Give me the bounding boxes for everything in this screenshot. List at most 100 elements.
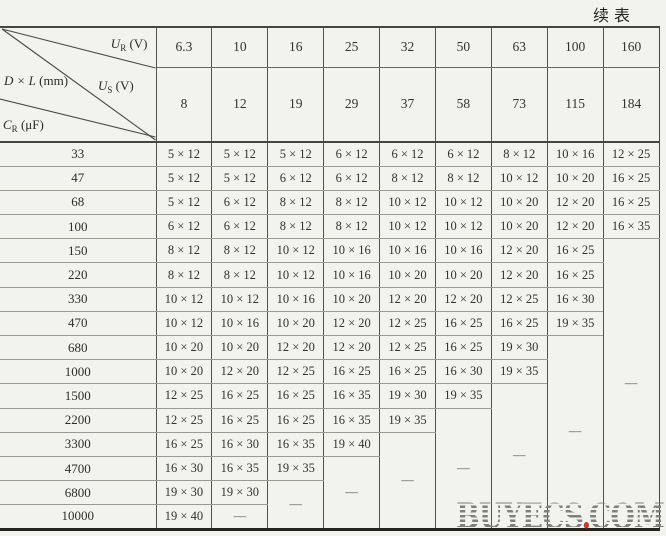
capacitance-row-label: 470: [0, 311, 156, 337]
size-cell: 16 × 25: [602, 166, 660, 191]
size-cell: 16 × 25: [267, 408, 324, 433]
size-cell: 16 × 25: [546, 238, 604, 264]
size-cell: 12 × 20: [490, 262, 548, 288]
capacitance-row-label: 10000: [0, 504, 156, 530]
size-cell: 8 × 12: [267, 214, 324, 240]
no-value-cell: —: [434, 408, 492, 530]
dimensions-symbol: D × L (mm): [4, 73, 69, 88]
surge-voltage-symbol: US (V): [98, 78, 134, 95]
no-value-cell: —: [490, 383, 548, 530]
size-cell: 6 × 12: [323, 142, 380, 167]
surge-voltage-cell: 37: [379, 67, 436, 143]
capacitance-row-label: 47: [0, 166, 156, 191]
capacitance-row-label: 2200: [0, 408, 156, 433]
diagonal-header-cell: UR (V) D × L (mm) US (V) CR (μF): [0, 27, 157, 143]
size-cell: 5 × 12: [155, 190, 212, 216]
size-cell: 8 × 12: [155, 262, 212, 288]
capacitance-row-label: 1500: [0, 383, 156, 409]
size-cell: 8 × 12: [323, 190, 380, 216]
table-row: 3300 16 × 25 16 × 30 16 × 35 19 × 40—: [0, 432, 659, 530]
size-cell: 10 × 12: [434, 190, 492, 216]
size-cell: 6 × 12: [155, 214, 212, 240]
size-cell: 19 × 35: [267, 456, 324, 482]
size-cell: 10 × 16: [323, 238, 380, 264]
capacitance-row-label: 330: [0, 287, 156, 312]
size-cell: 19 × 40: [323, 432, 380, 457]
size-cell: 8 × 12: [267, 190, 324, 216]
size-cell: 19 × 35: [490, 359, 548, 385]
no-value-cell: —: [211, 504, 268, 530]
table-row: 6800 19 × 30 19 × 30—: [0, 480, 659, 530]
size-cell: 5 × 12: [211, 166, 268, 191]
rated-voltage-cell: 160: [602, 27, 660, 68]
size-cell: 16 × 30: [546, 287, 604, 312]
continued-table-label: 续表: [593, 8, 636, 25]
size-cell: 10 × 20: [155, 335, 212, 361]
size-cell: 12 × 25: [155, 408, 212, 433]
table-row: 680 10 × 20 10 × 20 12 × 20 12 × 20 12 × 25 16…: [0, 335, 659, 530]
rated-voltage-cell: 100: [546, 27, 604, 68]
size-cell: 10 × 12: [379, 190, 436, 216]
table-row: 470 10 × 12 10 × 16 10 × 20 12 × 20 12 × 25 16…: [0, 311, 659, 337]
size-cell: 16 × 35: [602, 214, 660, 240]
size-cell: 12 × 25: [267, 359, 324, 385]
size-cell: 10 × 12: [211, 287, 268, 312]
size-cell: 16 × 35: [267, 432, 324, 457]
capacitance-row-label: 680: [0, 335, 156, 361]
size-cell: 19 × 30: [379, 383, 436, 409]
size-cell: 12 × 25: [379, 311, 436, 337]
no-value-cell: —: [323, 456, 380, 530]
size-cell: 16 × 25: [490, 311, 548, 337]
table-row: 33 5 × 12 5 × 12 5 × 12 6 × 12 6 × 12 6 × 12 8 …: [0, 142, 660, 167]
size-cell: 16 × 35: [211, 456, 268, 482]
watermark-red-dot: .: [581, 496, 591, 536]
no-value-cell: —: [379, 432, 436, 530]
size-cell: 12 × 20: [323, 311, 380, 337]
size-cell: 10 × 16: [323, 262, 380, 288]
size-cell: 12 × 25: [602, 142, 660, 167]
size-cell: 10 × 16: [379, 238, 436, 264]
size-cell: 19 × 30: [490, 335, 548, 361]
size-cell: 10 × 12: [434, 214, 492, 240]
size-cell: 16 × 25: [211, 383, 268, 409]
size-cell: 12 × 25: [379, 335, 436, 361]
size-cell: 10 × 16: [434, 238, 492, 264]
size-cell: 10 × 16: [546, 142, 604, 167]
size-cell: 19 × 35: [434, 383, 492, 409]
surge-voltage-cell: 8: [155, 67, 212, 143]
size-cell: 10 × 20: [490, 190, 548, 216]
size-cell: 16 × 25: [434, 311, 492, 337]
surge-voltage-cell: 29: [323, 67, 380, 143]
size-cell: 10 × 20: [267, 311, 324, 337]
size-cell: 16 × 25: [155, 432, 212, 457]
size-cell: 12 × 20: [434, 287, 492, 312]
size-cell: 12 × 25: [490, 287, 548, 312]
size-cell: 8 × 12: [323, 214, 380, 240]
size-cell: 12 × 20: [267, 335, 324, 361]
rated-voltage-cell: 16: [267, 27, 324, 68]
size-cell: 12 × 20: [546, 214, 604, 240]
size-cell: 8 × 12: [155, 238, 212, 264]
size-cell: 5 × 12: [211, 142, 268, 167]
capacitance-row-label: 68: [0, 190, 156, 216]
table-row: 68 5 × 12 6 × 12 8 × 12 8 × 12 10 × 12 10 × 12…: [0, 190, 660, 216]
size-cell: 16 × 25: [211, 408, 268, 433]
no-value-cell: —: [267, 480, 324, 530]
size-cell: 12 × 20: [546, 190, 604, 216]
table-row: 47 5 × 12 5 × 12 6 × 12 6 × 12 8 × 12 8 × 12 10…: [0, 166, 660, 191]
table-row: 330 10 × 12 10 × 12 10 × 16 10 × 20 12 × 20 12…: [0, 287, 659, 312]
size-cell: 8 × 12: [211, 262, 268, 288]
size-cell: 10 × 20: [211, 335, 268, 361]
table-row: 100 6 × 12 6 × 12 8 × 12 8 × 12 10 × 12 10 × 1…: [0, 214, 660, 240]
surge-voltage-cell: 12: [211, 67, 268, 143]
table-row: 1500 12 × 25 16 × 25 16 × 25 16 × 35 19 × 30 1…: [0, 383, 659, 530]
size-cell: 12 × 20: [490, 238, 548, 264]
size-cell: 16 × 30: [434, 359, 492, 385]
size-cell: 5 × 12: [267, 142, 324, 167]
size-cell: 12 × 20: [379, 287, 436, 312]
size-cell: 6 × 12: [211, 214, 268, 240]
size-cell: 10 × 12: [267, 262, 324, 288]
size-cell: 6 × 12: [434, 142, 492, 167]
size-cell: 16 × 25: [267, 383, 324, 409]
